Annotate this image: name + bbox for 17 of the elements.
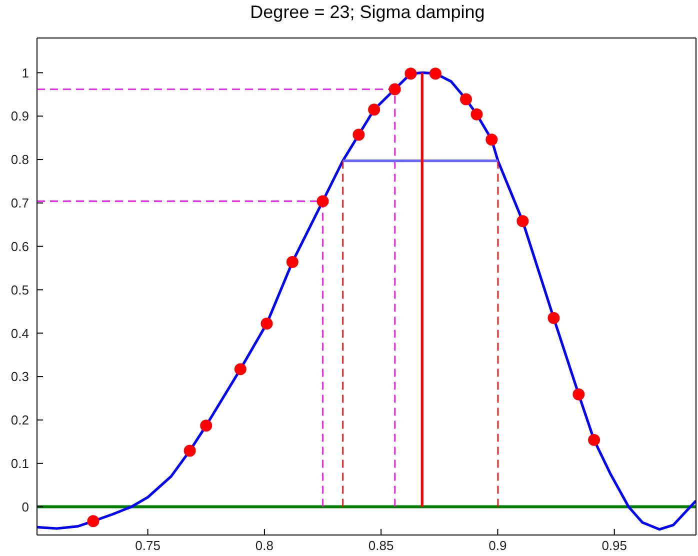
y-tick-label: 0.2 xyxy=(10,412,29,428)
y-tick-label: 0.7 xyxy=(10,196,29,211)
y-tick-label: 0.5 xyxy=(10,282,29,298)
x-tick-label: 0.9 xyxy=(488,538,507,554)
y-tick-label: 0.6 xyxy=(10,238,29,254)
y-tick-label: 0.3 xyxy=(10,369,29,384)
y-tick-label: 0.4 xyxy=(10,326,29,341)
x-tick-label: 0.75 xyxy=(135,538,160,554)
y-tick-label: 1 xyxy=(22,65,29,80)
x-tick-label: 0.85 xyxy=(368,538,394,554)
y-tick-label: 0 xyxy=(22,499,29,514)
x-tick-label: 0.95 xyxy=(602,538,628,554)
y-tick-label: 0.9 xyxy=(10,108,29,124)
y-tick-label: 0.8 xyxy=(10,152,29,168)
x-tick-label: 0.8 xyxy=(255,538,274,554)
y-tick-label: 0.1 xyxy=(10,456,29,471)
chart-title: Degree = 23; Sigma damping xyxy=(249,2,486,23)
